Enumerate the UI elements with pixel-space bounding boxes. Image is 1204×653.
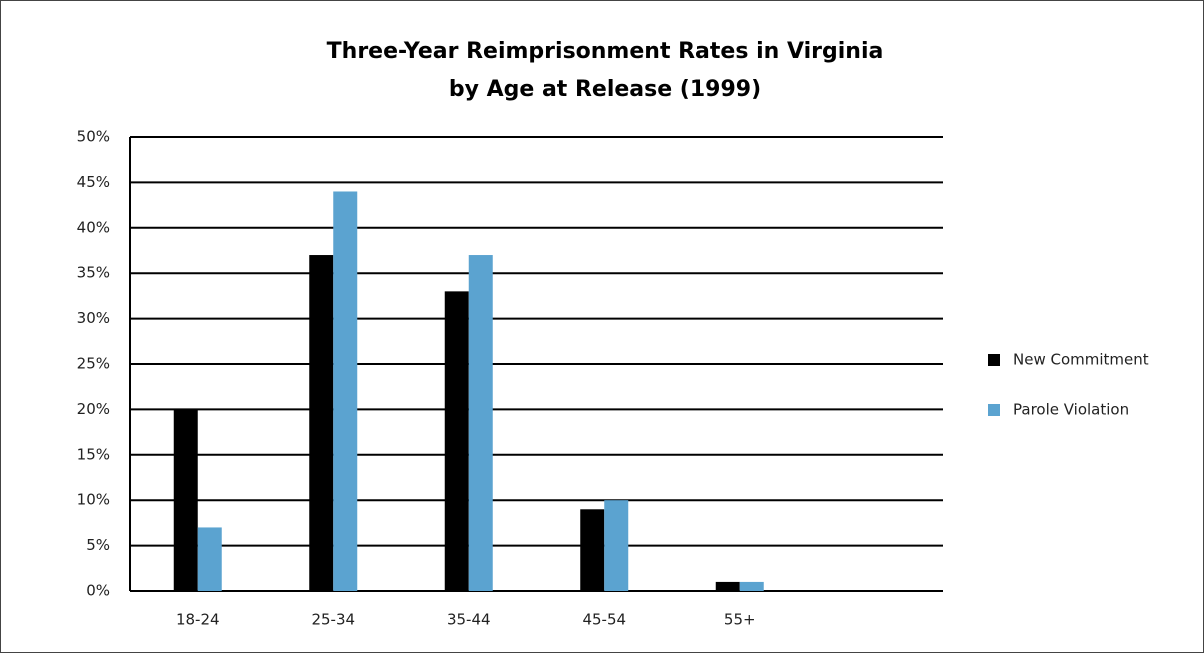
y-tick-label: 30%	[77, 309, 110, 327]
x-tick-label: 25-34	[311, 611, 355, 629]
bar	[739, 581, 764, 591]
y-tick-label: 25%	[77, 355, 110, 373]
bar	[333, 191, 358, 592]
y-tick-label: 20%	[77, 400, 110, 418]
bar	[468, 255, 493, 592]
y-tick-label: 5%	[86, 536, 110, 554]
legend-swatch	[988, 404, 1000, 416]
y-tick-label: 10%	[77, 491, 110, 509]
bar	[309, 255, 334, 592]
y-tick-label: 35%	[77, 264, 110, 282]
bar	[604, 500, 629, 591]
bar	[580, 509, 605, 591]
x-tick-label: 55+	[724, 611, 756, 629]
x-tick-label: 35-44	[447, 611, 491, 629]
y-tick-label: 45%	[77, 173, 110, 191]
bar	[715, 581, 740, 591]
x-tick-label: 45-54	[582, 611, 626, 629]
chart-title: Three-Year Reimprisonment Rates in Virgi…	[327, 39, 884, 64]
y-tick-label: 0%	[86, 582, 110, 600]
y-tick-label: 50%	[77, 128, 110, 146]
y-tick-label: 40%	[77, 218, 110, 236]
bar	[197, 527, 222, 591]
bar	[173, 409, 198, 591]
legend-label: New Commitment	[1013, 351, 1149, 369]
x-tick-label: 18-24	[176, 611, 220, 629]
chart-title: by Age at Release (1999)	[449, 77, 761, 102]
legend-swatch	[988, 354, 1000, 366]
y-tick-label: 15%	[77, 445, 110, 463]
bar	[444, 291, 469, 591]
legend-label: Parole Violation	[1013, 401, 1129, 419]
